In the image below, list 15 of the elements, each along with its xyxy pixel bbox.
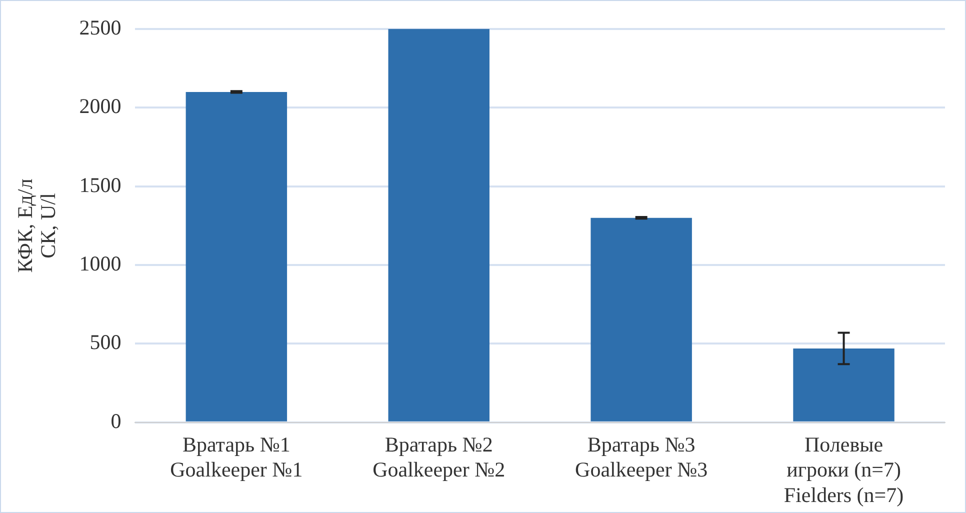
x-tick-label: Полевые игроки (n=7) Fielders (n=7) (784, 432, 904, 507)
y-tick-label: 0 (110, 408, 122, 433)
bar (793, 348, 894, 422)
bar (388, 29, 490, 422)
y-axis-title: КФК, Ед/л СК, U/l (13, 178, 60, 273)
x-tick-label: Вратарь №3 Goalkeeper №3 (575, 432, 708, 482)
bar (186, 92, 288, 422)
x-tick-label: Вратарь №1 Goalkeeper №1 (170, 432, 303, 482)
y-tick-label: 500 (90, 330, 122, 354)
x-tick-label: Вратарь №2 Goalkeeper №2 (372, 432, 506, 482)
y-tick-label: 1500 (79, 172, 122, 197)
bar (590, 218, 692, 422)
y-tick-label: 2500 (79, 16, 122, 40)
y-tick-label: 2000 (79, 94, 122, 118)
y-tick-label: 1000 (79, 252, 122, 276)
